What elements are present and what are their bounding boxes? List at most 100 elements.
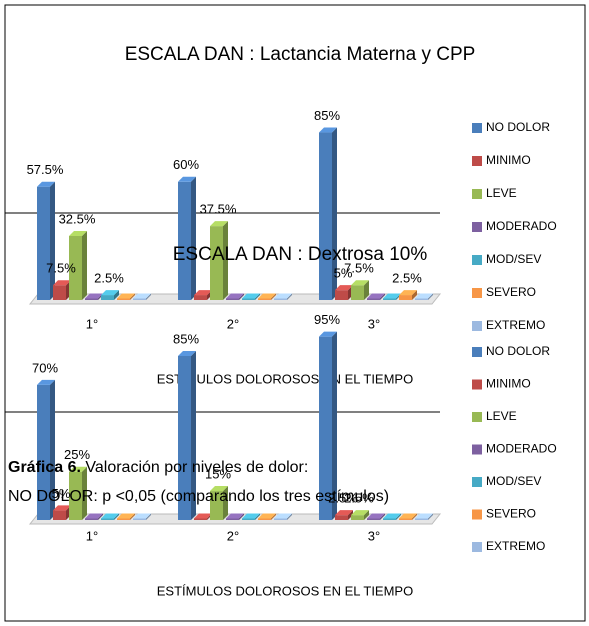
bar-side xyxy=(223,486,228,520)
data-label: 15% xyxy=(205,466,231,481)
bar-front xyxy=(53,285,66,300)
bar-front xyxy=(274,298,287,300)
data-label: 2.5% xyxy=(344,491,374,506)
bar-top xyxy=(101,513,119,519)
bar-side xyxy=(114,513,119,520)
bar-front xyxy=(351,285,364,300)
legend-swatch xyxy=(472,509,482,520)
bar-side xyxy=(82,230,87,300)
legend-label: MOD/SEV xyxy=(486,252,541,266)
x-tick-label: 3° xyxy=(368,316,380,331)
bar-top xyxy=(335,510,353,516)
bar-side xyxy=(271,293,276,300)
legend-swatch xyxy=(472,189,482,199)
bar xyxy=(274,513,292,520)
data-label: 2.5% xyxy=(94,271,124,286)
bar-front xyxy=(258,518,271,520)
data-label: 57.5% xyxy=(27,162,64,177)
bar-side xyxy=(380,513,385,520)
bar-top xyxy=(383,513,401,519)
bar-side xyxy=(50,181,55,300)
bar-front xyxy=(53,510,66,520)
bar-side xyxy=(364,280,369,300)
bar-top xyxy=(367,293,385,299)
bar-front xyxy=(383,518,396,520)
bar xyxy=(399,290,417,300)
bar-top xyxy=(37,181,55,187)
bar-front xyxy=(319,336,332,520)
data-label: 7.5% xyxy=(344,261,374,276)
bar-top xyxy=(242,293,260,299)
bar-side xyxy=(412,290,417,300)
data-label: 95% xyxy=(314,312,340,327)
bar-side xyxy=(191,350,196,520)
bar-side xyxy=(146,513,151,520)
caption-text: Valoración por niveles de dolor: xyxy=(81,459,308,476)
legend-swatch xyxy=(472,542,482,552)
bar-top xyxy=(194,290,212,296)
legend-swatch xyxy=(472,444,482,455)
bar-front xyxy=(415,518,428,520)
legend-label: NO DOLOR xyxy=(486,120,550,134)
bar-side xyxy=(130,513,135,520)
bar-front xyxy=(210,491,223,520)
bar-top xyxy=(101,290,119,296)
bar-top xyxy=(85,293,103,299)
bar-side xyxy=(364,510,369,520)
bar-front xyxy=(242,518,255,520)
bar xyxy=(85,513,103,520)
bar-front xyxy=(383,298,396,300)
bar-top xyxy=(335,285,353,291)
bar xyxy=(319,127,337,300)
bar xyxy=(383,513,401,520)
bar-front xyxy=(367,518,380,520)
bar-top xyxy=(399,290,417,296)
bar-front xyxy=(335,515,348,520)
legend-label: LEVE xyxy=(486,186,517,200)
bar-side xyxy=(239,513,244,520)
bar-front xyxy=(226,298,239,300)
bar-side xyxy=(380,293,385,300)
bar xyxy=(319,331,337,520)
bar-side xyxy=(191,176,196,300)
legend-label: SEVERO xyxy=(486,507,536,521)
bar-front xyxy=(117,518,130,520)
bar-front xyxy=(101,295,114,300)
bar-side xyxy=(428,293,433,300)
bar xyxy=(226,513,244,520)
bar xyxy=(210,221,228,300)
bar xyxy=(242,293,260,300)
bar-front xyxy=(351,515,364,520)
bar-side xyxy=(287,293,292,300)
legend-swatch xyxy=(472,347,482,357)
bar-top xyxy=(351,280,369,286)
bar-front xyxy=(133,298,146,300)
bar-top xyxy=(69,466,87,472)
bar xyxy=(53,280,71,300)
bar xyxy=(117,293,135,300)
bar xyxy=(415,513,433,520)
bar-side xyxy=(332,127,337,300)
bar xyxy=(37,379,55,520)
bar-top xyxy=(415,513,433,519)
bar-top xyxy=(37,379,55,385)
bar-side xyxy=(98,513,103,520)
bar-top xyxy=(85,513,103,519)
legend-swatch xyxy=(472,477,482,487)
legend-swatch xyxy=(472,288,482,298)
bar-side xyxy=(428,513,433,520)
bar-front xyxy=(367,298,380,300)
bar xyxy=(367,513,385,520)
bar-side xyxy=(114,290,119,300)
x-tick-label: 1° xyxy=(86,528,98,543)
bar-front xyxy=(226,518,239,520)
bar xyxy=(210,486,228,520)
legend-label: MINIMO xyxy=(486,377,531,391)
frame xyxy=(4,4,586,622)
bar xyxy=(117,513,135,520)
bar-side xyxy=(255,293,260,300)
legend-label: EXTREMO xyxy=(486,539,545,553)
bar-side xyxy=(223,221,228,300)
bar-top xyxy=(53,505,71,511)
